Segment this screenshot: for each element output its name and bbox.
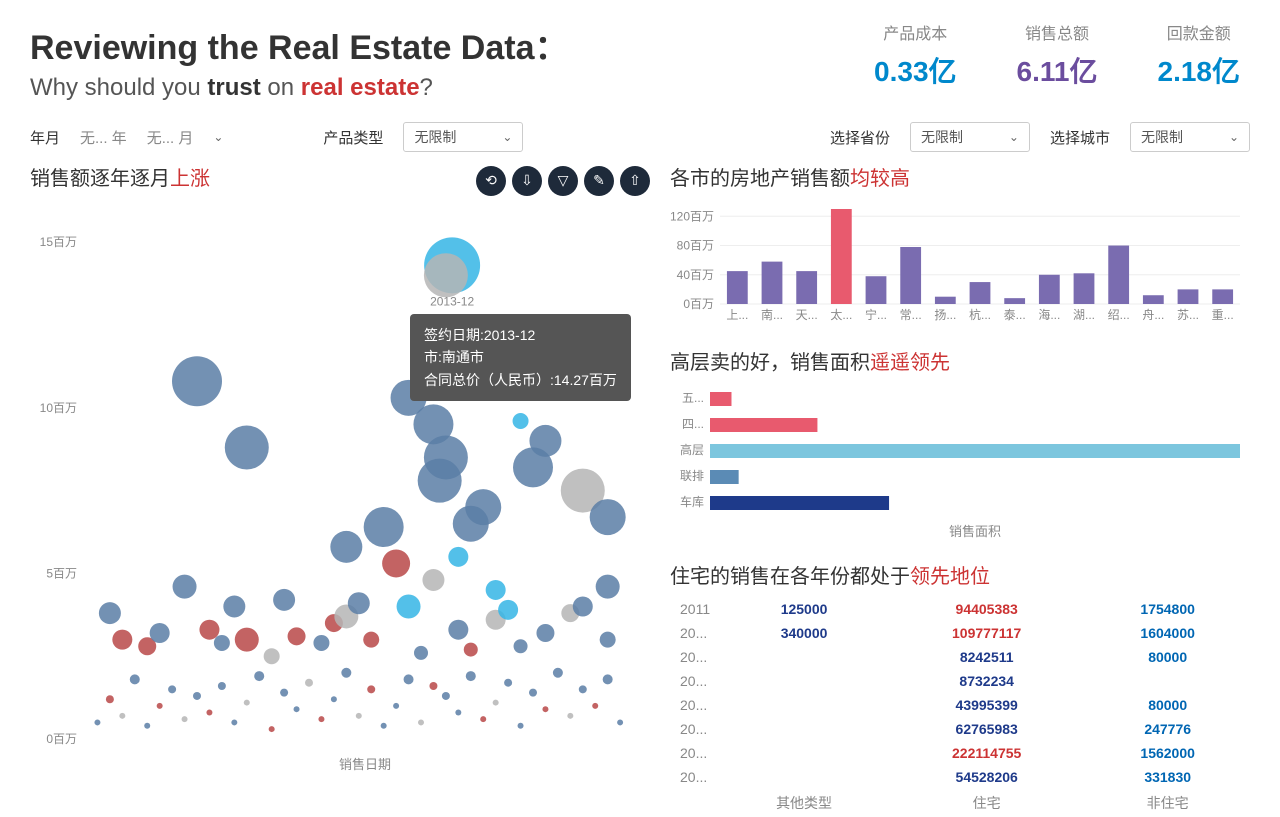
scatter-tooltip: 签约日期:2013-12 市:南通市 合同总价（人民币）:14.27百万 bbox=[410, 314, 631, 401]
svg-text:杭...: 杭... bbox=[969, 307, 991, 322]
svg-text:10百万: 10百万 bbox=[40, 401, 77, 415]
svg-text:常...: 常... bbox=[900, 308, 922, 322]
svg-text:高层: 高层 bbox=[680, 442, 704, 457]
svg-text:80百万: 80百万 bbox=[677, 239, 714, 253]
scatter-title: 销售额逐年逐月上涨 bbox=[30, 162, 210, 191]
filter-icon[interactable]: ▽ bbox=[548, 166, 578, 196]
barchart-title: 各市的房地产销售额均较高 bbox=[670, 162, 1250, 191]
svg-text:南...: 南... bbox=[761, 307, 783, 322]
svg-text:0百万: 0百万 bbox=[683, 297, 714, 311]
svg-text:40百万: 40百万 bbox=[677, 268, 714, 282]
chevron-down-icon[interactable]: ⌄ bbox=[213, 130, 223, 144]
svg-text:绍...: 绍... bbox=[1108, 308, 1130, 322]
kpi-row: 产品成本0.33亿销售总额6.11亿回款金额2.18亿 bbox=[874, 20, 1240, 90]
kpi-card: 回款金额2.18亿 bbox=[1158, 20, 1241, 90]
svg-text:联排: 联排 bbox=[680, 469, 704, 483]
upload-icon[interactable]: ⇧ bbox=[620, 166, 650, 196]
filter-year-text: 无... 年 bbox=[80, 127, 127, 148]
undo-icon[interactable]: ⟲ bbox=[476, 166, 506, 196]
hbar-chart[interactable]: 五... 四... 高层联排车库销售面积 bbox=[670, 383, 1250, 543]
filter-city-select[interactable]: 无限制⌄ bbox=[1130, 122, 1250, 152]
svg-text:五...: 五... bbox=[682, 391, 704, 405]
svg-text:海...: 海... bbox=[1038, 307, 1060, 322]
svg-text:太...: 太... bbox=[830, 307, 852, 322]
svg-text:销售日期: 销售日期 bbox=[339, 757, 391, 772]
svg-text:120百万: 120百万 bbox=[670, 209, 714, 223]
svg-text:湖...: 湖... bbox=[1073, 307, 1095, 322]
chevron-down-icon: ⌄ bbox=[502, 130, 512, 144]
edit-icon[interactable]: ✎ bbox=[584, 166, 614, 196]
svg-text:扬...: 扬... bbox=[934, 307, 956, 322]
svg-text:天...: 天... bbox=[796, 308, 818, 322]
filter-month-text: 无... 月 bbox=[147, 127, 194, 148]
svg-text:重...: 重... bbox=[1212, 308, 1234, 322]
filter-ym-label: 年月 bbox=[30, 127, 60, 148]
svg-text:四...: 四... bbox=[682, 417, 704, 431]
filter-ptype-label: 产品类型 bbox=[323, 127, 383, 148]
export-icon[interactable]: ⇩ bbox=[512, 166, 542, 196]
svg-text:上...: 上... bbox=[726, 308, 748, 322]
svg-text:5百万: 5百万 bbox=[46, 566, 77, 580]
svg-text:15百万: 15百万 bbox=[40, 235, 77, 249]
kpi-card: 销售总额6.11亿 bbox=[1017, 20, 1098, 90]
table-title: 住宅的销售在各年份都处于领先地位 bbox=[670, 560, 1250, 589]
title-block: Reviewing the Real Estate Data： Why shou… bbox=[30, 20, 874, 102]
chart-toolbar: ⟲⇩▽✎⇧ bbox=[476, 166, 650, 196]
svg-text:泰...: 泰... bbox=[1004, 308, 1026, 322]
chevron-down-icon: ⌄ bbox=[1009, 130, 1019, 144]
filter-city-label: 选择城市 bbox=[1050, 127, 1110, 148]
svg-text:宁...: 宁... bbox=[865, 307, 887, 322]
svg-text:车库: 车库 bbox=[680, 494, 704, 509]
page-title: Reviewing the Real Estate Data： bbox=[30, 20, 874, 69]
svg-text:2013-12: 2013-12 bbox=[430, 294, 474, 308]
svg-text:销售面积: 销售面积 bbox=[949, 524, 1001, 539]
data-table: 201112500094405383175480020...3400001097… bbox=[670, 597, 1250, 817]
filter-prov-label: 选择省份 bbox=[830, 127, 890, 148]
scatter-chart[interactable]: 0百万 5百万 10百万 15百万销售日期 2013-12 bbox=[30, 199, 650, 779]
hbar-title: 高层卖的好，销售面积遥遥领先 bbox=[670, 346, 1250, 375]
svg-text:苏...: 苏... bbox=[1177, 308, 1199, 322]
page-subtitle: Why should you trust on real estate? bbox=[30, 74, 874, 102]
filter-prov-select[interactable]: 无限制⌄ bbox=[910, 122, 1030, 152]
svg-text:0百万: 0百万 bbox=[46, 732, 77, 746]
svg-text:舟...: 舟... bbox=[1142, 308, 1164, 322]
chevron-down-icon: ⌄ bbox=[1229, 130, 1239, 144]
kpi-card: 产品成本0.33亿 bbox=[874, 20, 957, 90]
filter-ptype-select[interactable]: 无限制⌄ bbox=[403, 122, 523, 152]
bar-chart[interactable]: 0百万 40百万 80百万 120百万上... 南... 天... 太... 宁... 常...… bbox=[670, 199, 1250, 329]
